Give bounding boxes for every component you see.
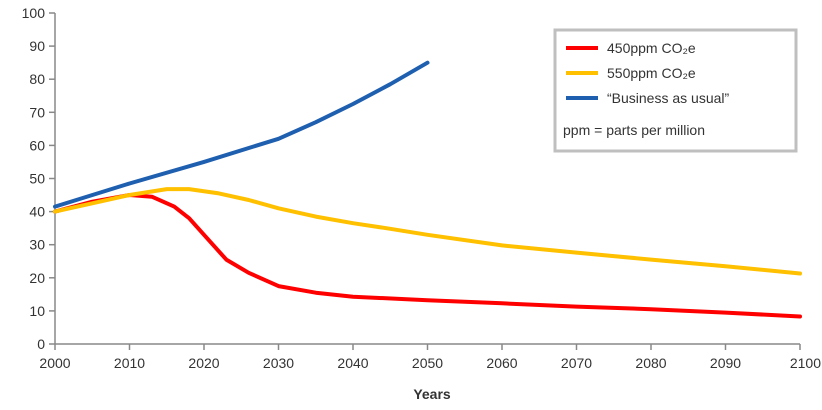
legend: 450ppm CO₂e 550ppm CO₂e “Business as usual… — [553, 28, 798, 153]
x-axis: 2000 2010 2020 2030 2040 2050 2060 2070 2080 2090… — [39, 343, 821, 371]
series-line-450ppm — [53, 193, 802, 319]
y-tick-label: 90 — [29, 38, 45, 54]
y-tick-label: 50 — [29, 171, 45, 187]
x-tick-label: 2100 — [790, 355, 821, 371]
x-tick-label: 2030 — [263, 355, 294, 371]
x-tick-label: 2050 — [412, 355, 443, 371]
x-tick-label: 2000 — [39, 355, 70, 371]
y-tick-label: 40 — [29, 204, 45, 220]
x-tick-label: 2040 — [337, 355, 368, 371]
x-tick-label: 2060 — [486, 355, 517, 371]
y-tick-label: 10 — [29, 303, 45, 319]
series-line-business-as-usual — [53, 60, 430, 209]
legend-item-business-as-usual: “Business as usual” — [607, 90, 730, 106]
x-tick-label: 2070 — [561, 355, 592, 371]
x-tick-label: 2090 — [710, 355, 741, 371]
y-tick-label: 30 — [29, 237, 45, 253]
y-tick-label: 80 — [29, 71, 45, 87]
legend-item-550ppm: 550ppm CO₂e — [607, 65, 696, 81]
y-axis: 0 10 20 30 40 50 60 70 80 90 100 — [22, 5, 56, 352]
x-tick-label: 2080 — [635, 355, 666, 371]
y-tick-label: 70 — [29, 104, 45, 120]
series-layer — [53, 60, 802, 319]
y-tick-label: 0 — [37, 336, 45, 352]
x-tick-label: 2020 — [188, 355, 219, 371]
y-tick-label: 20 — [29, 270, 45, 286]
legend-note: ppm = parts per million — [563, 122, 705, 138]
series-line-550ppm — [53, 187, 802, 276]
legend-box — [553, 28, 798, 153]
y-tick-label: 60 — [29, 137, 45, 153]
legend-item-450ppm: 450ppm CO₂e — [607, 40, 696, 56]
y-tick-label: 100 — [22, 5, 46, 21]
x-tick-label: 2010 — [114, 355, 145, 371]
x-axis-title: Years — [413, 386, 451, 402]
